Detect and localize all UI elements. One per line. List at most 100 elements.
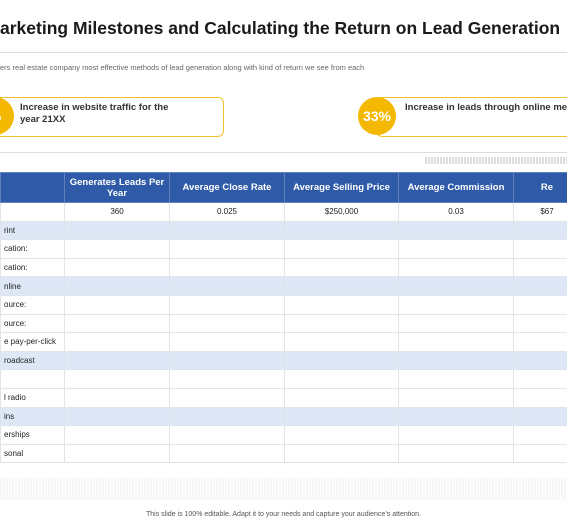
- cell: [0, 202, 65, 222]
- cell: [64, 332, 170, 352]
- cell: [169, 276, 285, 296]
- cell: [169, 220, 285, 241]
- table-row: erships: [0, 425, 567, 445]
- cell: [284, 443, 399, 464]
- cell: [169, 350, 285, 371]
- cell: [284, 406, 399, 427]
- cell: [169, 332, 285, 352]
- cell: 0.025: [169, 202, 285, 222]
- cell: [64, 257, 170, 278]
- column-header: Average Selling Price: [284, 172, 399, 203]
- cell: [513, 276, 567, 296]
- value-row: 360 0.025 $250,000 0.03 $67: [0, 202, 567, 222]
- cell: [398, 313, 514, 334]
- row-label: rint: [0, 220, 65, 241]
- cell: [398, 350, 514, 371]
- cell: [284, 294, 399, 315]
- cell: [64, 387, 170, 408]
- table-row: nline: [0, 276, 567, 296]
- header-row: Generates Leads Per Year Average Close Ra…: [0, 172, 567, 203]
- cell: [64, 425, 170, 445]
- cell: [513, 406, 567, 427]
- cell: [284, 350, 399, 371]
- column-header: Generates Leads Per Year: [64, 172, 170, 203]
- cell: [513, 350, 567, 371]
- cell: [284, 387, 399, 408]
- table-row: ins: [0, 406, 567, 427]
- cell: [169, 369, 285, 389]
- cell: [284, 313, 399, 334]
- table-row: cation:: [0, 239, 567, 259]
- column-header: [0, 172, 65, 203]
- cell: [398, 332, 514, 352]
- cell: [513, 220, 567, 241]
- table-row: ource:: [0, 313, 567, 334]
- title: arketing Milestones and Calculating the …: [0, 18, 561, 38]
- row-label: ins: [0, 406, 65, 427]
- cell: $67: [513, 202, 567, 222]
- cell: [284, 220, 399, 241]
- badge: 33%: [358, 97, 396, 135]
- row-label: ource:: [0, 313, 65, 334]
- cell: [513, 257, 567, 278]
- cell: [513, 425, 567, 445]
- table-row: sonal: [0, 443, 567, 464]
- cell: [513, 239, 567, 259]
- cell: [169, 239, 285, 259]
- cell: [398, 220, 514, 241]
- cell: [398, 406, 514, 427]
- cell: [169, 425, 285, 445]
- column-header: Average Commission: [398, 172, 514, 203]
- cell: [398, 257, 514, 278]
- cell: [64, 239, 170, 259]
- row-label: cation:: [0, 257, 65, 278]
- cell: [284, 257, 399, 278]
- callout-text: Increase in website traffic for the year…: [20, 102, 169, 125]
- divider: [0, 52, 567, 53]
- cell: [169, 313, 285, 334]
- row-label: ource:: [0, 294, 65, 315]
- cell: [169, 443, 285, 464]
- cell: [64, 294, 170, 315]
- cell: [398, 425, 514, 445]
- cell: [398, 276, 514, 296]
- cell: [64, 369, 170, 389]
- cell: [64, 406, 170, 427]
- cell: [64, 350, 170, 371]
- table-row: [0, 369, 567, 389]
- cell: 0.03: [398, 202, 514, 222]
- cell: [64, 313, 170, 334]
- table-row: rint: [0, 220, 567, 241]
- cell: [513, 313, 567, 334]
- cell: [284, 369, 399, 389]
- table-row: cation:: [0, 257, 567, 278]
- data-table: Generates Leads Per Year Average Close Ra…: [0, 172, 567, 464]
- divider: [0, 152, 567, 153]
- row-label: nline: [0, 276, 65, 296]
- cell: [513, 387, 567, 408]
- cell: [284, 276, 399, 296]
- row-label: e pay-per-click: [0, 332, 65, 352]
- row-label: erships: [0, 425, 65, 445]
- cell: [169, 294, 285, 315]
- cell: [513, 369, 567, 389]
- row-label: sonal: [0, 443, 65, 464]
- footer: This slide is 100% editable. Adapt it to…: [146, 511, 421, 518]
- table-row: l radio: [0, 387, 567, 408]
- cell: [513, 332, 567, 352]
- callout-box: [0, 97, 224, 137]
- callout-box: [376, 97, 567, 137]
- cell: [169, 387, 285, 408]
- cell: [284, 332, 399, 352]
- cell: [284, 425, 399, 445]
- cell: [169, 257, 285, 278]
- cell: [64, 276, 170, 296]
- row-label: l radio: [0, 387, 65, 408]
- cell: [398, 443, 514, 464]
- cell: [513, 443, 567, 464]
- row-label: roadcast: [0, 350, 65, 371]
- cell: [64, 443, 170, 464]
- cell: [64, 220, 170, 241]
- cell: [398, 294, 514, 315]
